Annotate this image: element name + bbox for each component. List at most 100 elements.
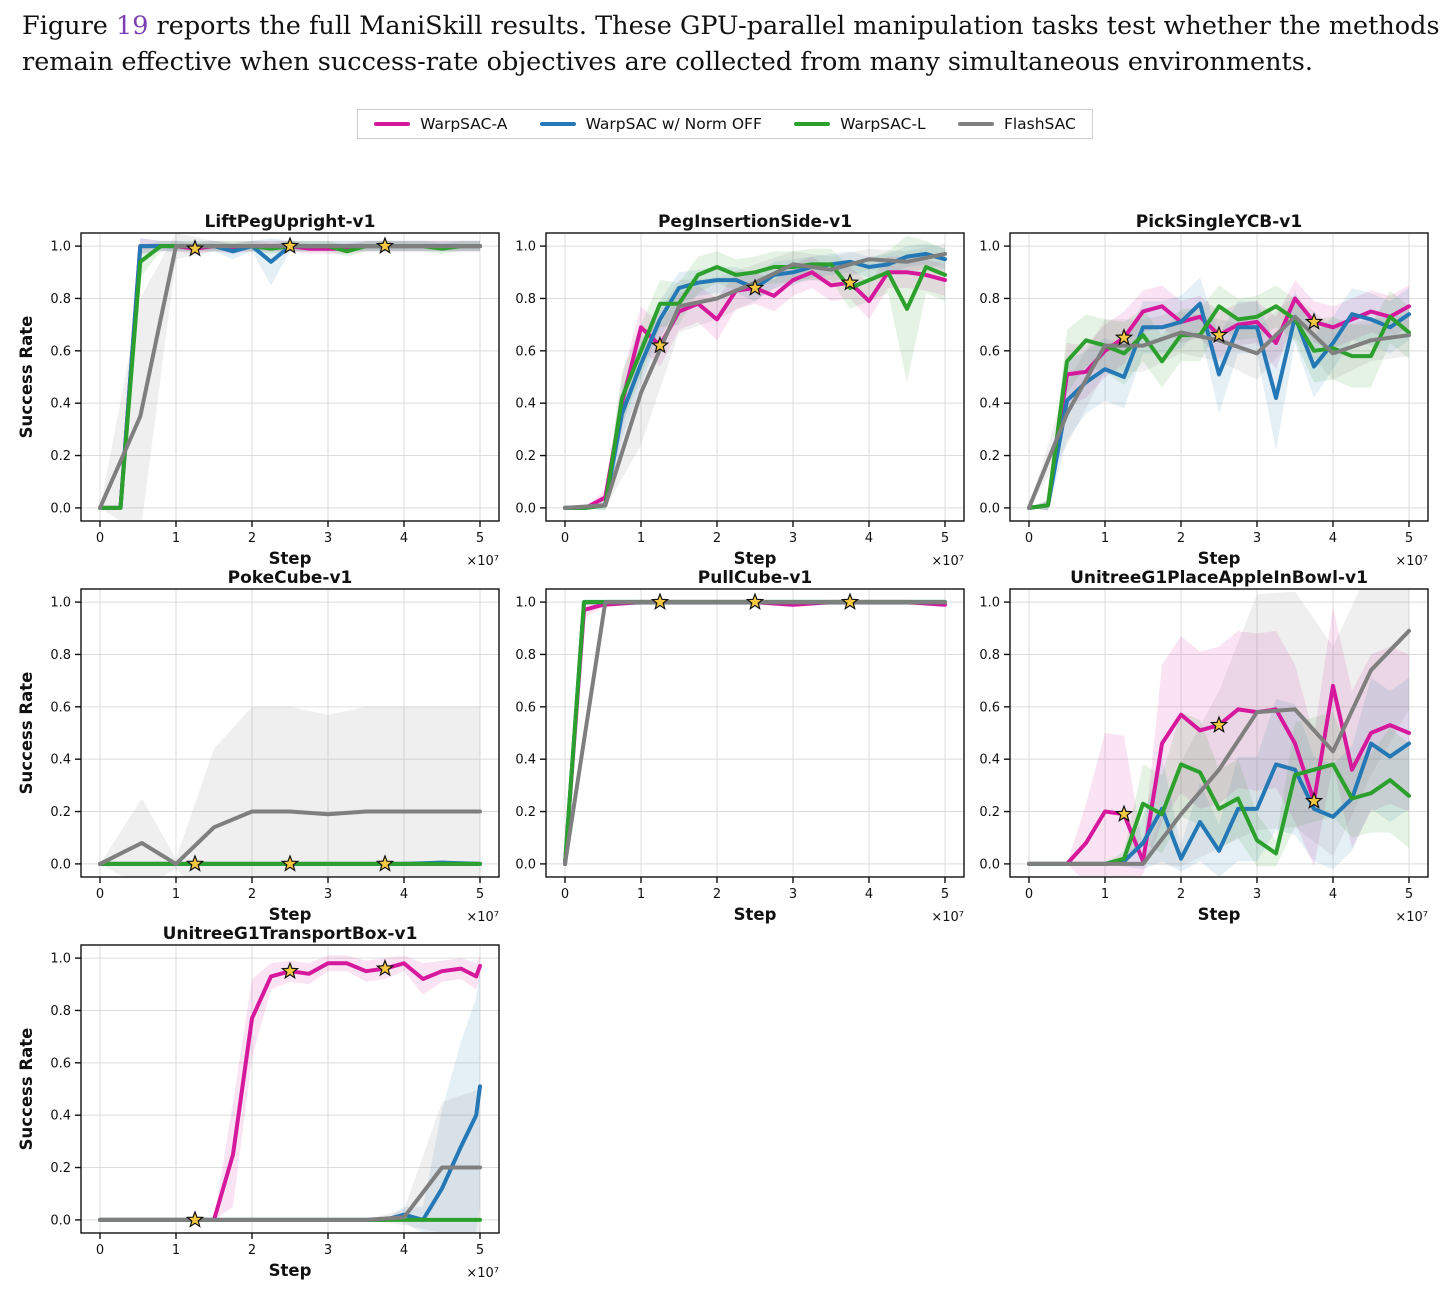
x-tick-label: 4 xyxy=(400,887,408,902)
plot-area xyxy=(98,233,482,521)
x-tick-label: 2 xyxy=(248,1243,256,1258)
x-tick-label: 2 xyxy=(1177,887,1185,902)
plot-area xyxy=(563,599,947,866)
legend-item-warpsac-norm-off: WarpSAC w/ Norm OFF xyxy=(539,115,762,133)
y-tick-label: 0.0 xyxy=(515,501,536,516)
y-tick-label: 0.4 xyxy=(979,753,1000,768)
legend-label: WarpSAC-L xyxy=(840,115,926,133)
star-marker-icon xyxy=(280,961,300,980)
x-tick-label: 2 xyxy=(1177,531,1185,546)
band-warpsac-w-norm-off xyxy=(565,243,945,511)
y-tick-label: 1.0 xyxy=(979,596,1000,611)
x-tick-label: 4 xyxy=(400,531,408,546)
y-tick-label: 0.6 xyxy=(515,344,536,359)
star-marker-icon xyxy=(1209,325,1229,343)
series-line-warpsac-l xyxy=(563,600,947,866)
x-scale-factor: ×10⁷ xyxy=(466,1266,499,1281)
series-line-flashsac xyxy=(1027,314,1411,510)
y-tick-label: 1.0 xyxy=(515,596,536,611)
star-marker-icon xyxy=(1114,328,1134,346)
legend-label: FlashSAC xyxy=(1003,115,1076,133)
x-scale-factor: ×10⁷ xyxy=(466,910,499,925)
x-axis-label: Step xyxy=(734,549,777,568)
y-tick-label: 1.0 xyxy=(50,596,71,611)
x-tick-label: 3 xyxy=(789,887,797,902)
star-marker-icon xyxy=(185,854,205,872)
x-tick-label: 5 xyxy=(941,887,949,902)
x-tick-label: 1 xyxy=(172,1243,180,1258)
plot-frame xyxy=(80,944,500,1234)
y-tick-label: 0.8 xyxy=(515,648,536,663)
y-tick-label: 0.2 xyxy=(50,449,71,464)
x-axis-label: Step xyxy=(269,905,312,924)
y-tick-label: 0.6 xyxy=(979,344,1000,359)
legend-swatch xyxy=(539,122,576,126)
plot-frame xyxy=(1009,232,1429,522)
star-marker-icon xyxy=(1304,312,1324,330)
x-tick-label: 5 xyxy=(476,887,484,902)
series-line-flashsac xyxy=(98,809,482,866)
y-tick-label: 0.6 xyxy=(515,700,536,715)
x-scale-factor: ×10⁷ xyxy=(466,554,499,569)
plot-frame xyxy=(1009,588,1429,878)
y-tick-label: 0.8 xyxy=(979,292,1000,307)
x-tick-label: 2 xyxy=(713,887,721,902)
star-marker-icon xyxy=(650,335,670,354)
legend-label: WarpSAC-A xyxy=(420,115,508,133)
series-line-warpsac-a xyxy=(563,600,947,866)
star-marker-icon xyxy=(1114,804,1134,822)
star-marker-icon xyxy=(650,592,670,610)
y-tick-label: 0.6 xyxy=(979,700,1000,715)
x-axis-label: Step xyxy=(269,549,312,568)
legend-swatch xyxy=(374,122,411,126)
y-tick-label: 0.8 xyxy=(979,648,1000,663)
legend-item-warpsac-l: WarpSAC-L xyxy=(794,115,926,133)
star-marker-icon xyxy=(375,958,395,977)
y-tick-label: 0.0 xyxy=(979,501,1000,516)
series-line-warpsac-w-norm-off xyxy=(563,600,947,866)
x-tick-label: 1 xyxy=(637,887,645,902)
figure-reference-link[interactable]: 19 xyxy=(115,11,149,41)
panel-liftpegupright-v1: 0 1 2 3 4 5 0.0 0.2 0.4 0.6 0.8 1.0 LiftPegUpright-v… xyxy=(17,212,500,569)
panel-pokecube-v1: 0 1 2 3 4 5 0.0 0.2 0.4 0.6 0.8 1.0 PokeCube-v1 Step ×… xyxy=(17,568,500,925)
y-tick-label: 0.4 xyxy=(50,753,71,768)
x-scale-factor: ×10⁷ xyxy=(931,554,964,569)
figure-caption: Figure 19 reports the full ManiSkill res… xyxy=(22,8,1442,80)
panel-pullcube-v1: 0 1 2 3 4 5 0.0 0.2 0.4 0.6 0.8 1.0 PullCube-v1 Step ×… xyxy=(515,568,965,925)
band-warpsac-w-norm-off xyxy=(1029,678,1409,877)
panel-peginsertionside-v1: 0 1 2 3 4 5 0.0 0.2 0.4 0.6 0.8 1.0 PegInsertionSide… xyxy=(515,212,965,569)
y-tick-label: 0.4 xyxy=(515,753,536,768)
y-tick-label: 1.0 xyxy=(50,240,71,255)
band-warpsac-l xyxy=(565,599,945,864)
x-tick-label: 2 xyxy=(713,531,721,546)
legend-swatch xyxy=(957,122,994,126)
y-tick-label: 0.2 xyxy=(979,805,1000,820)
star-marker-icon xyxy=(375,854,395,872)
panel-unitreeg1placeappleinbowl-v1: 0 1 2 3 4 5 0.0 0.2 0.4 0.6 0.8 1.0 UnitreeG1PlaceAp… xyxy=(979,568,1429,925)
plot-area xyxy=(1027,277,1411,511)
panel-picksingleycb-v1: 0 1 2 3 4 5 0.0 0.2 0.4 0.6 0.8 1.0 PickSingleYCB-v1… xyxy=(979,212,1429,569)
chart-title: LiftPegUpright-v1 xyxy=(205,212,376,232)
star-marker-icon xyxy=(745,278,765,296)
legend-label: WarpSAC w/ Norm OFF xyxy=(585,115,762,133)
x-tick-label: 3 xyxy=(324,531,332,546)
y-tick-label: 0.2 xyxy=(515,449,536,464)
y-tick-label: 0.6 xyxy=(50,1056,71,1071)
band-warpsac-l xyxy=(1029,712,1409,867)
legend: WarpSAC-A WarpSAC w/ Norm OFF WarpSAC-L … xyxy=(357,109,1093,139)
y-tick-label: 0.8 xyxy=(50,1004,71,1019)
y-tick-label: 0.0 xyxy=(979,857,1000,872)
x-axis-label: Step xyxy=(269,1261,312,1280)
band-flashsac xyxy=(100,233,480,521)
y-tick-label: 0.4 xyxy=(979,397,1000,412)
y-tick-label: 1.0 xyxy=(515,240,536,255)
x-tick-label: 3 xyxy=(1253,887,1261,902)
y-tick-label: 0.2 xyxy=(50,805,71,820)
band-flashsac xyxy=(565,243,945,508)
star-marker-icon xyxy=(185,1210,205,1228)
x-tick-label: 5 xyxy=(941,531,949,546)
star-marker-icon xyxy=(1209,715,1229,733)
x-tick-label: 4 xyxy=(1329,531,1337,546)
y-tick-label: 0.4 xyxy=(50,1109,71,1124)
